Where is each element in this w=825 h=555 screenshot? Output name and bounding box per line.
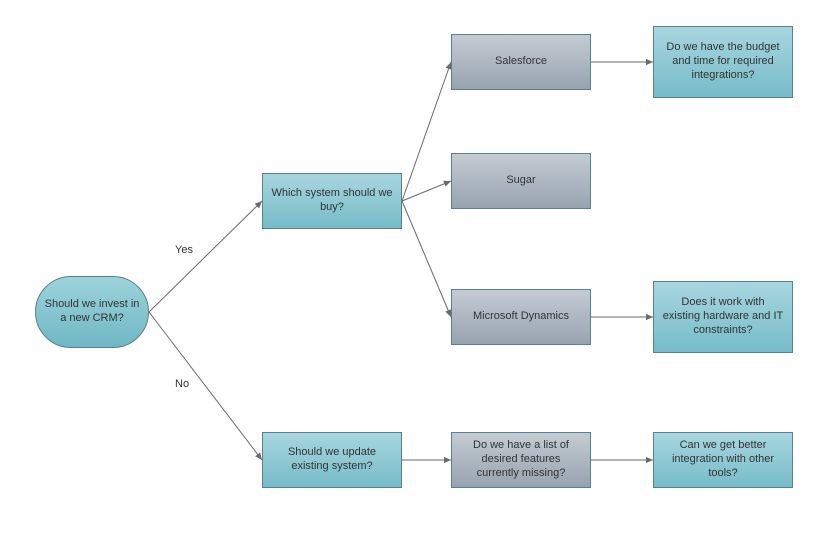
node-features-label: Do we have a list of desired features cu… xyxy=(460,439,582,480)
edge-which-sugar xyxy=(402,181,451,201)
edge-label-start-which: Yes xyxy=(175,244,193,256)
node-ms-label: Microsoft Dynamics xyxy=(473,310,569,324)
edge-which-sf xyxy=(402,62,451,201)
edge-which-ms xyxy=(402,201,451,317)
node-sf-label: Salesforce xyxy=(495,55,547,69)
node-sf: Salesforce xyxy=(451,34,591,90)
edge-label-start-update: No xyxy=(175,378,189,390)
node-features: Do we have a list of desired features cu… xyxy=(451,432,591,488)
node-budget-label: Do we have the budget and time for requi… xyxy=(662,41,784,82)
node-which-label: Which system should we buy? xyxy=(271,187,393,215)
edge-start-which xyxy=(149,201,262,312)
node-sugar: Sugar xyxy=(451,153,591,209)
node-which: Which system should we buy? xyxy=(262,173,402,229)
node-ms: Microsoft Dynamics xyxy=(451,289,591,345)
node-update: Should we update existing system? xyxy=(262,432,402,488)
node-hardware-label: Does it work with existing hardware and … xyxy=(662,296,784,337)
node-budget: Do we have the budget and time for requi… xyxy=(653,26,793,98)
node-update-label: Should we update existing system? xyxy=(271,446,393,474)
node-sugar-label: Sugar xyxy=(506,174,535,188)
edge-start-update xyxy=(149,312,262,460)
node-start-label: Should we invest in a new CRM? xyxy=(44,298,140,326)
node-integration: Can we get better integration with other… xyxy=(653,432,793,488)
node-start: Should we invest in a new CRM? xyxy=(35,276,149,348)
node-integration-label: Can we get better integration with other… xyxy=(662,439,784,480)
node-hardware: Does it work with existing hardware and … xyxy=(653,281,793,353)
